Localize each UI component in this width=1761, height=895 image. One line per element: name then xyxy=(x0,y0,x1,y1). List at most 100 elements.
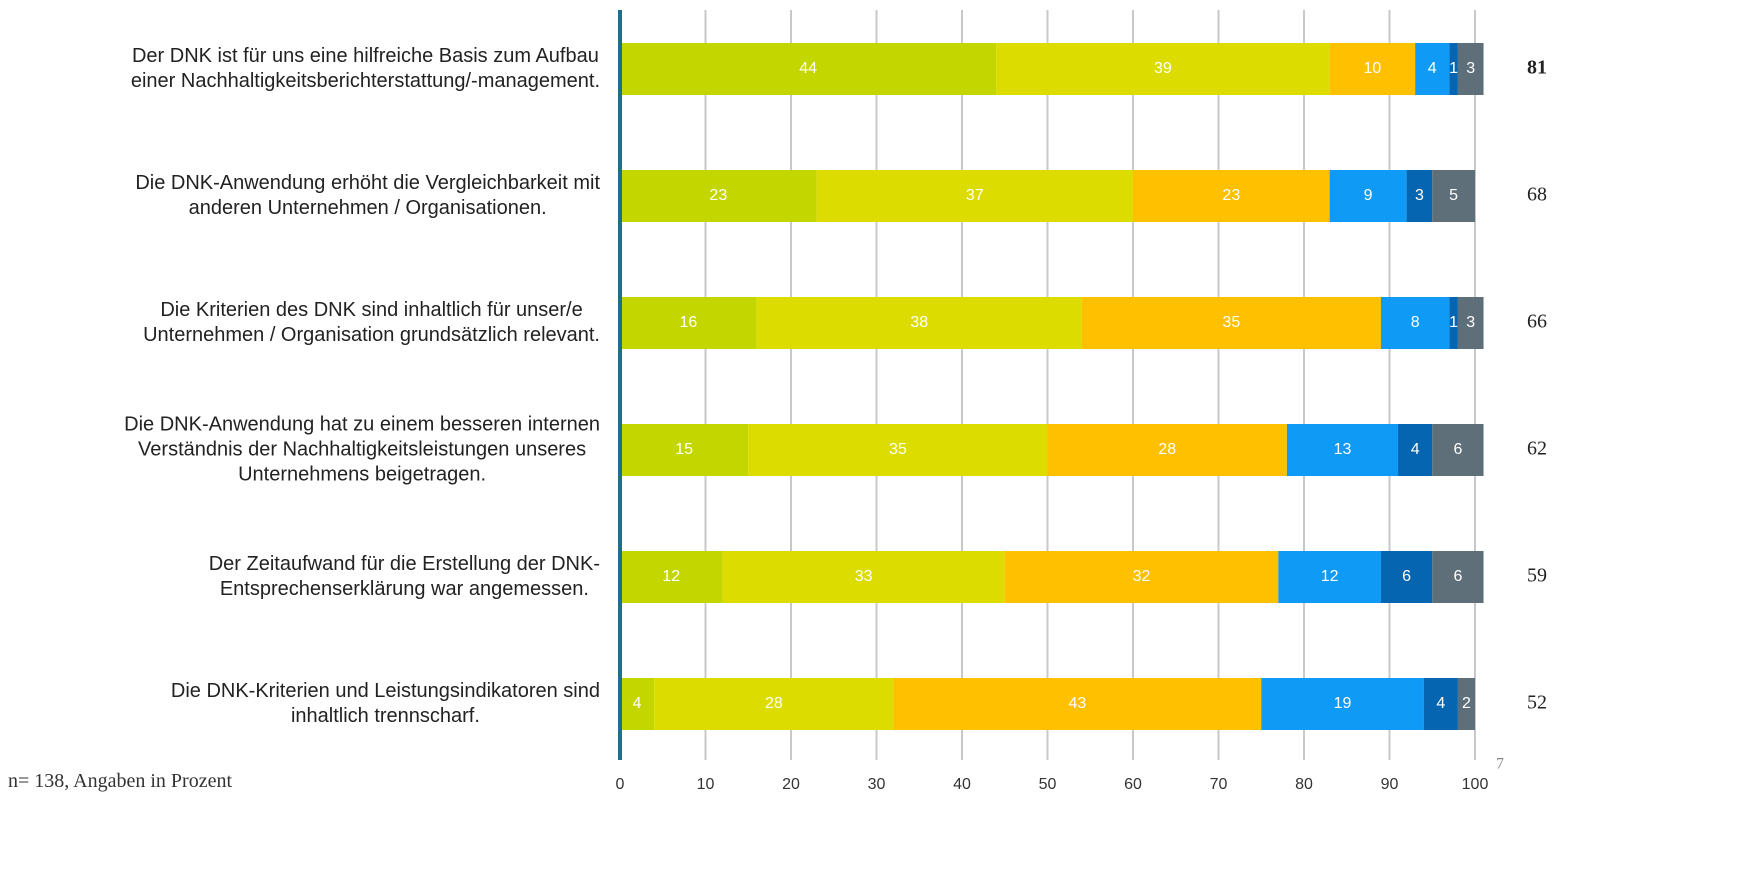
bar-segment xyxy=(1432,170,1475,222)
data-label: 23 xyxy=(709,187,727,204)
data-label: 6 xyxy=(1453,441,1462,458)
data-label: 3 xyxy=(1415,187,1424,204)
bar-segment xyxy=(1133,170,1330,222)
category-label-line: Unternehmen / Organisation grundsätzlich… xyxy=(143,324,600,346)
data-label: 15 xyxy=(675,441,693,458)
x-tick-label: 60 xyxy=(1124,776,1142,793)
x-tick-label: 20 xyxy=(782,776,800,793)
bar-segment xyxy=(1261,678,1424,730)
bar-segment xyxy=(1457,678,1475,730)
bar-segment xyxy=(1432,551,1484,603)
category-label-line: Unternehmens beigetragen. xyxy=(238,463,487,486)
bar-segment xyxy=(1278,551,1381,603)
bar-segment xyxy=(748,424,1048,476)
bar-segment xyxy=(1449,43,1458,95)
bar-segment xyxy=(816,170,1133,222)
data-label: 2 xyxy=(1462,695,1471,712)
category-label-line: Der DNK ist für uns eine hilfreiche Basi… xyxy=(131,45,599,67)
x-tick-label: 0 xyxy=(616,776,625,793)
data-label: 4 xyxy=(1411,441,1420,458)
category-label-line: Die DNK-Anwendung erhöht die Vergleichba… xyxy=(135,172,600,194)
data-label: 13 xyxy=(1334,441,1352,458)
category-label: Die DNK-Anwendung hat zu einem besseren … xyxy=(124,413,600,488)
bar-segment xyxy=(1432,424,1484,476)
bar-segment xyxy=(1329,43,1416,95)
category-label-line: Verständnis der Nachhaltigkeitsleistunge… xyxy=(138,438,587,461)
x-tick-label: 80 xyxy=(1295,776,1313,793)
bar-segment xyxy=(1081,297,1381,349)
category-label: Die DNK-Kriterien und Leistungsindikator… xyxy=(171,679,600,729)
bar-segment xyxy=(996,43,1330,95)
category-label-line: Entsprechenserklärung war angemessen. xyxy=(219,578,589,600)
data-label: 3 xyxy=(1466,314,1475,331)
bar-segment xyxy=(1398,424,1433,476)
row-total: 68 xyxy=(1527,184,1547,206)
data-label: 19 xyxy=(1334,695,1352,712)
data-label: 23 xyxy=(1222,187,1240,204)
bar-segment xyxy=(893,678,1262,730)
bar-segment xyxy=(620,551,723,603)
x-tick-label: 30 xyxy=(868,776,886,793)
bar-segment xyxy=(1380,551,1433,603)
bar-segment xyxy=(1380,297,1450,349)
bar-segment xyxy=(620,424,749,476)
page-number: 7 xyxy=(1496,756,1504,773)
category-label-line: inhaltlich trennscharf. xyxy=(290,705,480,727)
bar-segment xyxy=(756,297,1082,349)
bar-segment xyxy=(1047,424,1287,476)
data-label: 8 xyxy=(1411,314,1420,331)
data-label: 33 xyxy=(855,568,873,585)
x-tick-label: 50 xyxy=(1039,776,1057,793)
bar-segment xyxy=(722,551,1005,603)
bar-segment xyxy=(620,170,817,222)
bar-segment xyxy=(1406,170,1433,222)
data-label: 1 xyxy=(1449,314,1458,331)
category-label-line: einer Nachhaltigkeitsberichterstattung/-… xyxy=(130,70,600,92)
data-label: 28 xyxy=(765,695,783,712)
row-total: 62 xyxy=(1527,438,1547,460)
row-total: 59 xyxy=(1527,565,1547,587)
bar-segment xyxy=(1457,43,1484,95)
data-label: 43 xyxy=(1069,695,1087,712)
row-total: 66 xyxy=(1527,311,1547,333)
data-label: 16 xyxy=(680,314,698,331)
data-label: 38 xyxy=(910,314,928,331)
data-label: 12 xyxy=(662,568,680,585)
data-label: 35 xyxy=(889,441,907,458)
category-label: Die DNK-Anwendung erhöht die Vergleichba… xyxy=(135,171,600,221)
data-label: 12 xyxy=(1321,568,1339,585)
data-label: 10 xyxy=(1364,60,1382,77)
data-label: 3 xyxy=(1466,60,1475,77)
data-label: 35 xyxy=(1222,314,1240,331)
bar-segment xyxy=(1004,551,1279,603)
data-label: 44 xyxy=(799,60,817,77)
data-label: 39 xyxy=(1154,60,1172,77)
data-label: 28 xyxy=(1158,441,1176,458)
bar-segment xyxy=(1457,297,1484,349)
bar-segment xyxy=(620,297,757,349)
bar-segment xyxy=(1449,297,1458,349)
x-tick-label: 40 xyxy=(953,776,971,793)
category-label: Der DNK ist für uns eine hilfreiche Basi… xyxy=(131,44,600,94)
row-total: 52 xyxy=(1527,692,1547,714)
category-label-line: Die DNK-Kriterien und Leistungsindikator… xyxy=(170,680,600,702)
category-label-line: Die Kriterien des DNK sind inhaltlich fü… xyxy=(160,299,583,321)
bar-segment xyxy=(654,678,894,730)
category-label-line: Die DNK-Anwendung hat zu einem besseren … xyxy=(124,413,600,436)
bar-segment xyxy=(1423,678,1458,730)
data-label: 1 xyxy=(1449,60,1458,77)
data-label: 4 xyxy=(1428,60,1437,77)
x-tick-label: 10 xyxy=(697,776,715,793)
category-label: Die Kriterien des DNK sind inhaltlich fü… xyxy=(143,298,600,348)
category-label-line: anderen Unternehmen / Organisationen. xyxy=(188,197,547,219)
data-label: 9 xyxy=(1364,187,1373,204)
bar-segment xyxy=(1286,424,1399,476)
category-label: Der Zeitaufwand für die Erstellung der D… xyxy=(209,552,600,602)
data-label: 6 xyxy=(1402,568,1411,585)
data-label: 4 xyxy=(633,695,642,712)
note: n= 138, Angaben in Prozent xyxy=(8,770,233,792)
category-label-line: Der Zeitaufwand für die Erstellung der D… xyxy=(208,553,600,575)
data-label: 4 xyxy=(1436,695,1445,712)
